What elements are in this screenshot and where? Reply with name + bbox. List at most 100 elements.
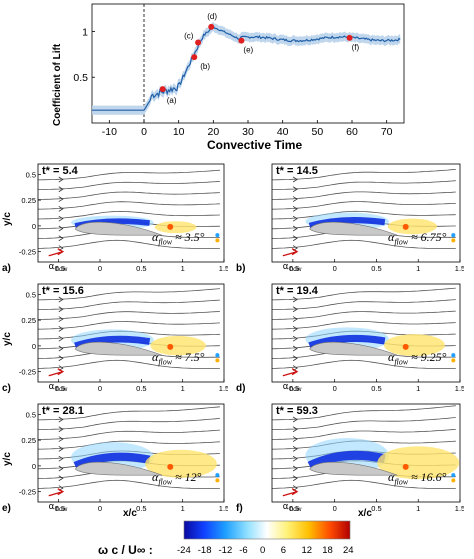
x-tick-label: 10 [173, 126, 185, 138]
panel-frame [271, 163, 461, 263]
streamline [37, 201, 220, 210]
y-tick-label: 0 [32, 222, 36, 231]
lift-marker [208, 23, 215, 30]
wake-region [387, 218, 437, 235]
streamline-arrow [58, 235, 64, 242]
panel-ylabel: y/c [2, 332, 13, 346]
y-tick-label: -0.25 [19, 368, 36, 377]
wake-region [145, 449, 217, 478]
y-tick-label: 0.5 [73, 72, 88, 84]
streamline [271, 201, 456, 210]
time-label: t* = 28.1 [42, 405, 84, 417]
flow-panel-c: -0.5 0 0.5 1 1.5 0.5 0.25 0 -0.25 α flow t* = 15.6 α… [0, 278, 228, 394]
streamline-arrow [292, 326, 298, 332]
panel-frame [271, 403, 461, 503]
streamline [37, 169, 220, 181]
x-tick-label: 1.5 [219, 384, 228, 392]
colorbar-tick: 12 [301, 545, 313, 556]
alpha-flow-label: α [49, 381, 54, 391]
wake-spot [451, 238, 456, 243]
streamline-arrow [292, 446, 298, 452]
alpha-flow-sub: flow [290, 386, 302, 392]
streamline-arrow [58, 215, 64, 222]
streamline [38, 181, 220, 190]
streamline [37, 210, 220, 220]
arrow-head [57, 368, 65, 376]
colorbar-tick: -6 [239, 545, 248, 556]
lift-marker-label: (a) [167, 96, 177, 105]
alpha-flow-label: α [283, 501, 288, 511]
flow-field-a: -0.5 0 0.5 1 1.5 0.5 0.25 0 -0.25 α flow [19, 163, 228, 272]
wake-spot [451, 473, 456, 478]
streamline-arrow [58, 345, 64, 352]
colorbar [183, 520, 351, 540]
lift-plot: -10 0 10 20 30 40 50 60 70 0.5 1 (a) (b) (c) (d) (e) (f) [73, 3, 405, 138]
streamline [272, 191, 456, 200]
x-tick-label: 30 [242, 126, 254, 138]
streamline-arrow [292, 455, 298, 462]
streamline [37, 288, 220, 301]
angle-label: αflow ≈ 7.5° [152, 350, 205, 367]
y-tick-label: -0.25 [19, 488, 36, 497]
x-tick-label: 0 [98, 264, 102, 272]
streamline-arrow [58, 225, 64, 232]
streamline [272, 310, 456, 320]
airfoil [74, 341, 163, 356]
streamline-arrow [292, 316, 298, 322]
y-tick-label: 0 [32, 342, 36, 351]
flow-panel-a: -0.5 0 0.5 1 1.5 0.5 0.25 0 -0.25 α flow t* = 5.4 αf… [0, 158, 228, 274]
streamline [37, 359, 220, 369]
streamline [272, 299, 456, 310]
time-label: t* = 15.6 [42, 285, 84, 297]
trailing-vortex [167, 463, 174, 470]
x-tick-label: -0.5 [286, 384, 299, 392]
x-tick-label: 0 [333, 264, 337, 272]
lift-xlabel: Convective Time [207, 138, 303, 152]
panel-letter: e) [2, 503, 11, 514]
alpha-flow-sub: flow [56, 506, 68, 512]
leading-shear-layer [307, 450, 386, 470]
x-tick-label: 0.5 [136, 504, 146, 512]
streamline-arrow [292, 206, 298, 212]
streamline [271, 287, 456, 301]
panel-frame [37, 283, 225, 383]
y-tick-label: 0.25 [21, 196, 36, 205]
arrow-head [291, 368, 299, 376]
x-tick-label: 1 [416, 504, 420, 512]
x-tick-label: 1 [181, 384, 185, 392]
lift-chart: -10 0 10 20 30 40 50 60 70 0.5 1 (a) (b) (c) (d) (e) (f) [0, 0, 474, 150]
streamline [271, 169, 456, 181]
streamline-arrow [58, 176, 64, 183]
wake-spot [215, 478, 220, 483]
time-label: t* = 59.3 [276, 405, 318, 417]
wake-region [150, 335, 206, 356]
streamline-arrow [58, 316, 64, 322]
lift-marker [191, 54, 198, 61]
streamline-arrow [58, 296, 64, 303]
lift-marker [238, 37, 245, 44]
lift-marker-label: (b) [200, 62, 210, 71]
streamline [38, 299, 220, 310]
panel-letter: a) [2, 263, 11, 274]
streamline [271, 359, 456, 369]
wake-region [384, 334, 445, 357]
streamline-arrow [292, 355, 298, 362]
panel-ylabel: y/c [2, 452, 13, 466]
y-tick-label: 0.5 [26, 410, 36, 419]
panel-frame [37, 403, 225, 503]
lift-marker [159, 86, 166, 93]
x-tick-label: 0.5 [371, 384, 381, 392]
streamline-arrow [58, 206, 64, 212]
wake-spot [451, 358, 456, 363]
streamline-arrow [58, 465, 64, 472]
streamline [37, 406, 220, 421]
flow-field-c: -0.5 0 0.5 1 1.5 0.5 0.25 0 -0.25 α flow [19, 283, 228, 392]
flow-field-b: -0.5 0 0.5 1 1.5 α flow [271, 163, 464, 272]
alpha-flow-label: α [49, 501, 54, 511]
x-tick-label: -0.5 [52, 504, 65, 512]
streamline-arrow [292, 335, 298, 342]
leading-shear-layer [73, 452, 151, 470]
y-tick-label: 0.25 [21, 316, 36, 325]
x-tick-label: 40 [277, 126, 289, 138]
x-tick-label: 0.5 [136, 264, 146, 272]
